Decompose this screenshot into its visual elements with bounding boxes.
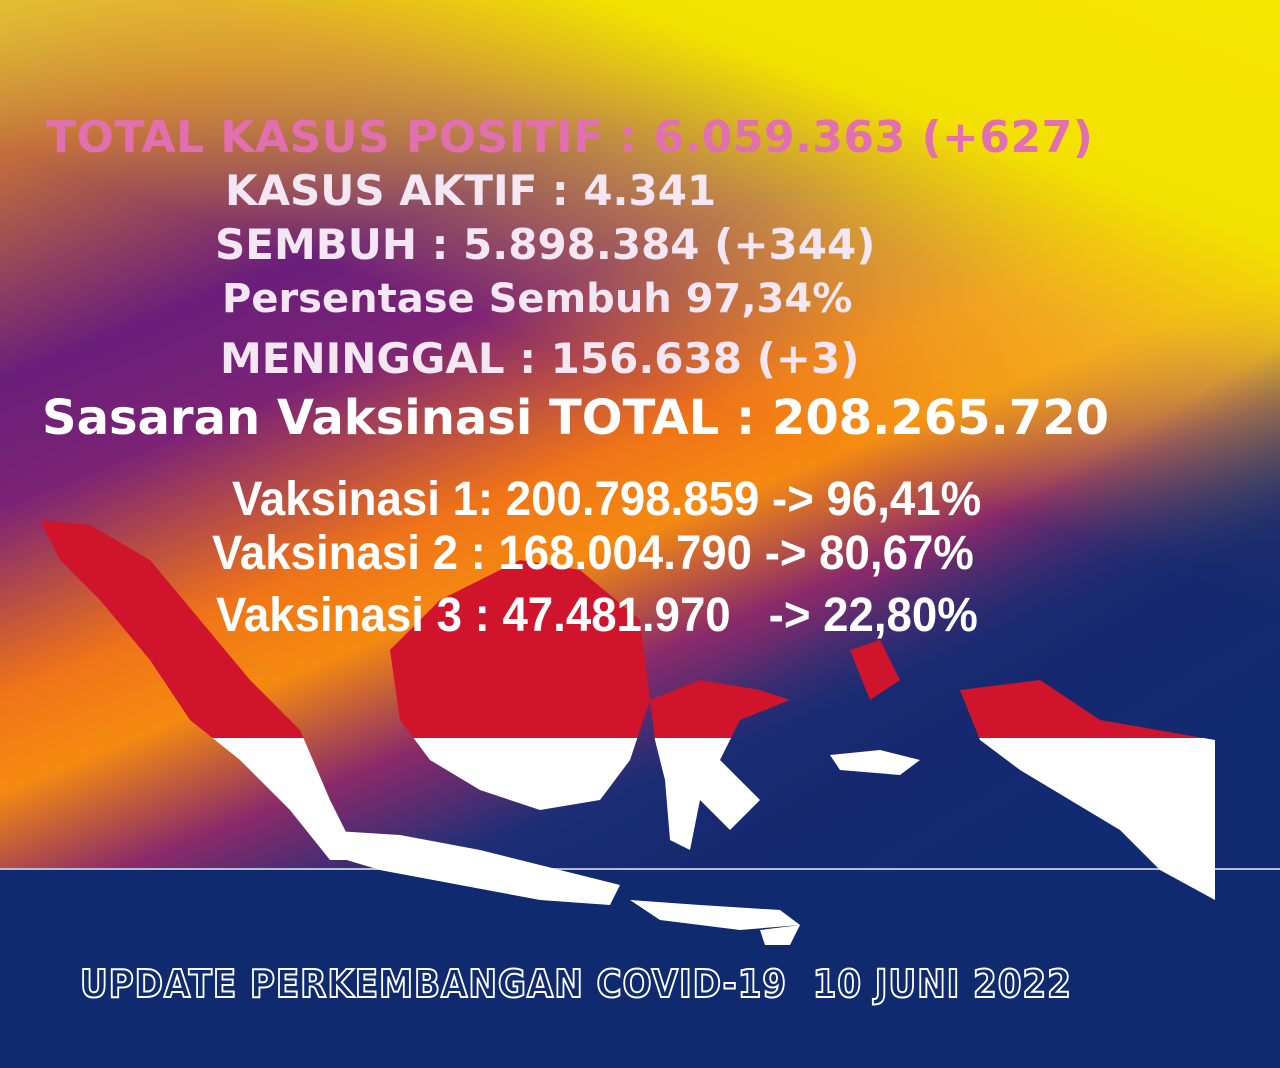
vaccination-target: Sasaran Vaksinasi TOTAL : 208.265.720 bbox=[42, 390, 1109, 446]
recovered-cases: SEMBUH : 5.898.384 (+344) bbox=[215, 220, 876, 269]
deaths: MENINGGAL : 156.638 (+3) bbox=[220, 334, 860, 383]
vaccination-dose-1: Vaksinasi 1: 200.798.859 -> 96,41% bbox=[232, 473, 982, 526]
active-cases: KASUS AKTIF : 4.341 bbox=[225, 166, 717, 215]
recovery-percentage: Persentase Sembuh 97,34% bbox=[222, 276, 853, 322]
vaccination-dose-3: Vaksinasi 3 : 47.481.970 -> 22,80% bbox=[216, 589, 978, 642]
flag-white-half bbox=[40, 738, 1215, 945]
footer-title: UPDATE PERKEMBANGAN COVID-19 10 JUNI 202… bbox=[79, 961, 1072, 1007]
vaccination-dose-2: Vaksinasi 2 : 168.004.790 -> 80,67% bbox=[212, 527, 974, 580]
total-positive-cases: TOTAL KASUS POSITIF : 6.059.363 (+627) bbox=[46, 112, 1094, 163]
